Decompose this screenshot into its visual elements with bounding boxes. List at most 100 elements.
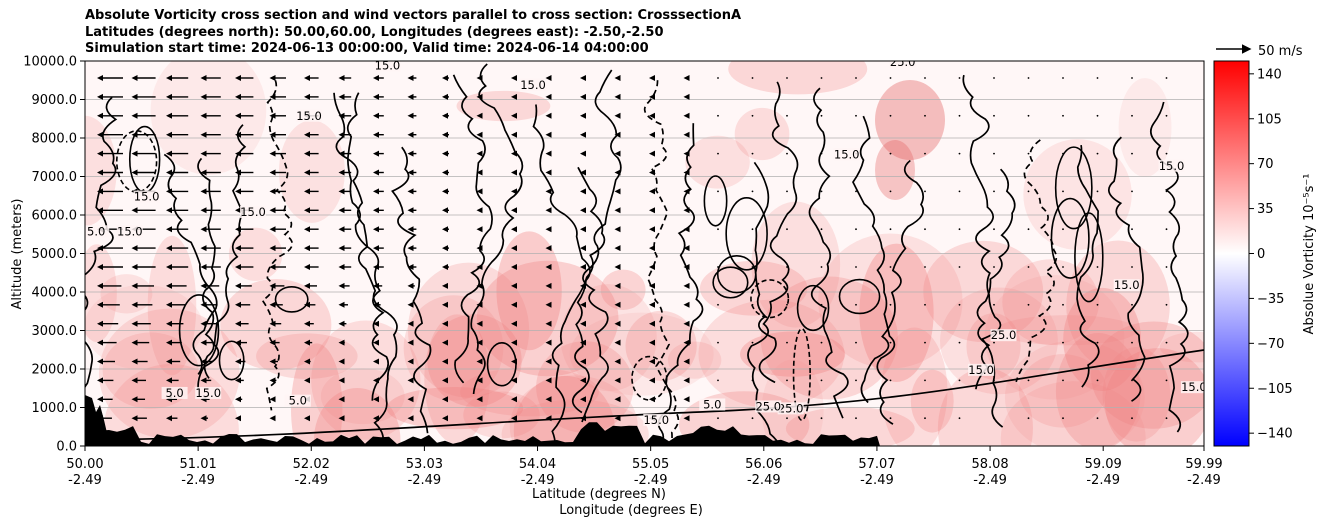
wind-vector-head <box>476 245 483 252</box>
wind-vector-head <box>235 75 241 81</box>
wind-vector-dot <box>924 114 926 117</box>
wind-vector-head <box>304 188 310 195</box>
wind-vector-dot <box>993 152 995 155</box>
wind-vector-dot <box>717 417 719 420</box>
wind-vector-head <box>580 320 586 327</box>
contour-loop <box>1054 146 1093 230</box>
wind-vector-head <box>338 150 345 157</box>
x-tick-label-lat: 50.00 <box>66 457 103 472</box>
wind-vector-head <box>269 150 276 157</box>
wind-vector-head <box>200 245 207 252</box>
wind-vector-dot <box>889 152 892 155</box>
wind-vector-head <box>476 358 483 365</box>
vorticity-patch <box>1023 139 1132 250</box>
wind-vector-head <box>131 169 138 176</box>
wind-vector-head <box>269 282 276 289</box>
wind-vector-dot <box>1096 417 1099 420</box>
wind-vector-head <box>580 112 586 119</box>
wind-vector-head <box>166 112 172 119</box>
wind-vector-dot <box>889 341 892 344</box>
wind-vector-head <box>166 207 172 214</box>
vorticity-patch <box>1055 332 1141 446</box>
wind-vector-head <box>476 131 483 138</box>
wind-vector-dot <box>717 341 719 344</box>
x-tick-label-lon: -2.49 <box>860 473 894 488</box>
wind-vector-head <box>614 75 621 81</box>
wind-vector-head <box>131 358 138 365</box>
wind-vector-dot <box>1027 77 1030 79</box>
wind-vector-head <box>511 301 517 308</box>
contour-label-bg <box>1180 381 1204 394</box>
wind-vector-head <box>338 264 345 270</box>
wind-vector-head <box>373 301 379 308</box>
wind-vector-head <box>511 226 517 233</box>
wind-vector-head <box>97 339 103 346</box>
wind-vector-head <box>683 112 690 119</box>
contour-label-bg <box>85 225 110 238</box>
wind-vector-dot <box>1027 114 1030 117</box>
wind-vector-head <box>614 245 621 252</box>
wind-vector-head <box>166 245 172 252</box>
contour-label-bg <box>296 109 323 122</box>
wind-vector-head <box>545 207 552 214</box>
wind-vector-dot <box>820 152 823 155</box>
wind-vector-dot <box>1131 114 1133 117</box>
wind-vector-head <box>614 396 621 403</box>
wind-vector-head <box>476 150 483 157</box>
contour-loop <box>178 294 220 367</box>
wind-vector-head <box>200 301 207 308</box>
contour-label: 15.0 <box>834 147 860 161</box>
wind-vector-head <box>545 339 552 346</box>
vorticity-patch <box>509 375 638 446</box>
wind-vector-head <box>235 264 241 270</box>
wind-vector-head <box>476 226 483 233</box>
wind-vector-dot <box>889 266 892 268</box>
wind-vector-head <box>407 226 414 233</box>
wind-vector-head <box>614 301 621 308</box>
wind-vector-head <box>683 131 690 138</box>
contour-loop <box>115 130 158 193</box>
wind-vector-dot <box>786 341 788 344</box>
wind-vector-dot <box>1027 417 1030 420</box>
wind-vector-head <box>97 377 103 384</box>
contour-label-bg <box>968 363 995 376</box>
colorbar: 140 105 70 35 0 −35 −70 −105 −140 Absolue Vortic… <box>1213 60 1317 447</box>
wind-vector-head <box>649 75 655 81</box>
contour-label-bg <box>161 386 188 399</box>
colorbar-tick-label: 140 <box>1257 67 1282 82</box>
y-tick-label: 10000.0 <box>23 55 77 70</box>
wind-vector-head <box>166 415 172 422</box>
wind-vector-head <box>166 358 172 365</box>
wind-vector-head <box>200 339 207 346</box>
vorticity-patch <box>699 260 808 316</box>
contour-label: 15.0 <box>240 205 266 219</box>
wind-vector-dot <box>1131 417 1133 420</box>
wind-vector-dot <box>751 303 754 306</box>
wind-vector-dot <box>855 379 857 382</box>
wind-vector-head <box>649 301 655 308</box>
wind-vector-dot <box>1096 190 1099 193</box>
wind-vector-dot <box>1096 114 1099 117</box>
wind-vector-head <box>97 207 103 214</box>
wind-vector-head <box>580 75 586 81</box>
vorticity-patch <box>85 244 117 343</box>
vorticity-patch <box>600 269 646 310</box>
vorticity-patch <box>85 284 203 370</box>
wind-vector-head <box>614 377 621 384</box>
x-tick-label-lat: 58.08 <box>971 457 1008 472</box>
contour-line <box>747 81 799 446</box>
wind-vector-head <box>200 377 207 384</box>
wind-vector-head <box>580 131 586 138</box>
wind-vector-dot <box>820 77 823 79</box>
wind-vector-head <box>511 207 517 214</box>
x-tick-label-lat: 59.09 <box>1085 457 1122 472</box>
wind-vector-head <box>97 264 103 270</box>
wind-vector-head <box>442 282 448 289</box>
contour-label: 15.0 <box>643 413 669 427</box>
wind-vector-head <box>614 207 621 214</box>
contour-loop <box>218 340 245 381</box>
x-axis: 50.00-2.4951.01-2.4952.02-2.4953.03-2.49… <box>66 446 1223 488</box>
wind-vector-dot <box>786 152 788 155</box>
contour-label-bg <box>133 190 160 203</box>
vorticity-patch <box>100 274 153 314</box>
